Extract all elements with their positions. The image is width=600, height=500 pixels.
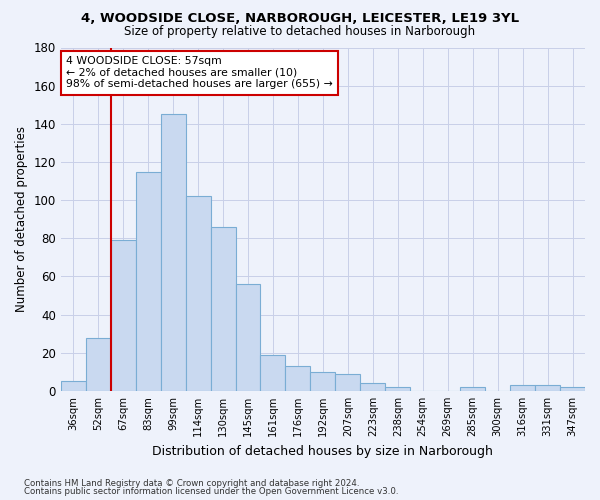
- Text: Size of property relative to detached houses in Narborough: Size of property relative to detached ho…: [124, 25, 476, 38]
- X-axis label: Distribution of detached houses by size in Narborough: Distribution of detached houses by size …: [152, 444, 493, 458]
- Bar: [560, 387, 585, 391]
- Bar: [535, 385, 560, 391]
- Text: 4 WOODSIDE CLOSE: 57sqm
← 2% of detached houses are smaller (10)
98% of semi-det: 4 WOODSIDE CLOSE: 57sqm ← 2% of detached…: [66, 56, 333, 90]
- Bar: [136, 172, 161, 391]
- Bar: [310, 372, 335, 391]
- Bar: [86, 338, 111, 391]
- Bar: [385, 387, 410, 391]
- Bar: [61, 382, 86, 391]
- Text: 4, WOODSIDE CLOSE, NARBOROUGH, LEICESTER, LE19 3YL: 4, WOODSIDE CLOSE, NARBOROUGH, LEICESTER…: [81, 12, 519, 26]
- Bar: [211, 227, 236, 391]
- Bar: [260, 354, 286, 391]
- Bar: [185, 196, 211, 391]
- Text: Contains public sector information licensed under the Open Government Licence v3: Contains public sector information licen…: [24, 487, 398, 496]
- Bar: [161, 114, 185, 391]
- Text: Contains HM Land Registry data © Crown copyright and database right 2024.: Contains HM Land Registry data © Crown c…: [24, 478, 359, 488]
- Y-axis label: Number of detached properties: Number of detached properties: [15, 126, 28, 312]
- Bar: [236, 284, 260, 391]
- Bar: [335, 374, 361, 391]
- Bar: [510, 385, 535, 391]
- Bar: [361, 384, 385, 391]
- Bar: [286, 366, 310, 391]
- Bar: [111, 240, 136, 391]
- Bar: [460, 387, 485, 391]
